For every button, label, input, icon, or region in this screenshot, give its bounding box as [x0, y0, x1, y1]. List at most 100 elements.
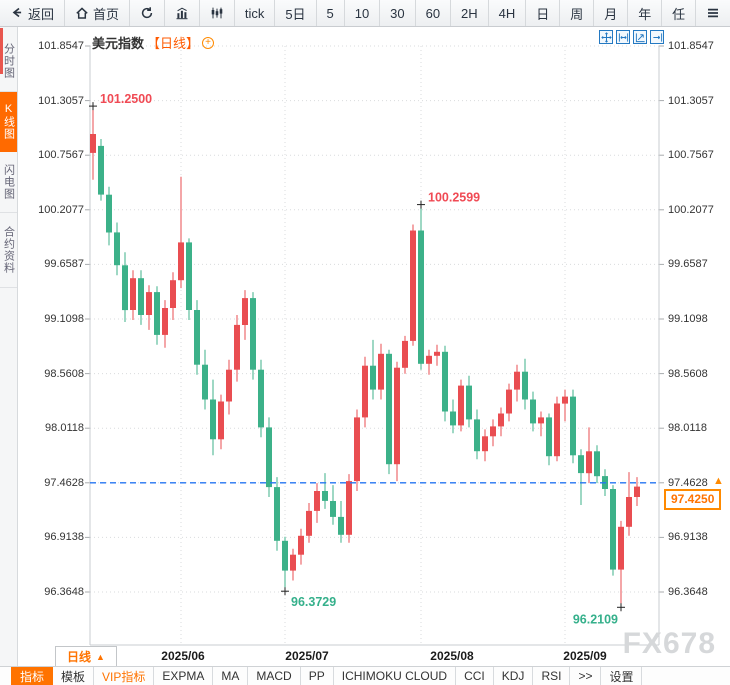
- price-tick-label-left: 101.8547: [38, 40, 84, 52]
- indicator-tab-EXPMA[interactable]: EXPMA: [154, 667, 214, 685]
- toolbar-button-返回[interactable]: 返回: [0, 0, 65, 26]
- price-tick-label-left: 100.7567: [38, 149, 84, 162]
- svg-text:96.2109: 96.2109: [573, 612, 618, 626]
- indicator-tab-MA[interactable]: MA: [213, 667, 249, 685]
- top-toolbar: 返回 首页 tick 5日 5 10 30 60 2H 4H 日 周 月 年 任: [0, 0, 730, 27]
- chart-title: 美元指数 【日线】 +: [92, 33, 215, 52]
- svg-text:100.2599: 100.2599: [428, 191, 480, 205]
- period-label: 【日线】: [147, 36, 200, 51]
- candlestick-chart[interactable]: 101.2500 100.2599 96.3729 96.2109: [18, 27, 730, 666]
- candles: [90, 106, 640, 608]
- pan-icon[interactable]: [599, 30, 613, 44]
- indicator-tab-指标[interactable]: 指标: [11, 667, 54, 685]
- sidebar-tab-分时图[interactable]: 分时图: [0, 30, 17, 92]
- toolbar-button-月[interactable]: 月: [594, 0, 629, 26]
- toolbar-button-label: 日: [536, 6, 550, 22]
- indicator-tab-CCI[interactable]: CCI: [456, 667, 494, 685]
- indicator-toolbar: 指标 模板 VIP指标 EXPMA MA MACD PP ICHIMOKU CLOUD CCI K…: [0, 666, 730, 685]
- month-label: 2025/08: [430, 649, 474, 663]
- period-selector-label: 日线: [67, 650, 92, 664]
- toolbar-button-label: 任: [672, 6, 686, 22]
- toolbar-button-label: 5日: [285, 6, 306, 22]
- toolbar-button-tick[interactable]: tick: [235, 0, 276, 26]
- price-annotations: 101.2500 100.2599 96.3729 96.2109: [89, 92, 625, 626]
- svg-text:96.3729: 96.3729: [291, 595, 336, 609]
- toolbar-button-任[interactable]: 任: [662, 0, 697, 26]
- toolbar-button-label: 返回: [27, 6, 54, 22]
- toolbar-button-label: 4H: [498, 5, 516, 21]
- candlestick-button[interactable]: [200, 0, 235, 26]
- toolbar-button-label: 年: [638, 6, 652, 22]
- toolbar-button-5日[interactable]: 5日: [275, 0, 317, 26]
- back-arrow-icon: [10, 6, 24, 20]
- price-tick-label-left: 98.0118: [45, 422, 84, 435]
- price-tick-label-left: 99.1098: [44, 312, 84, 325]
- toolbar-button-label: 30: [390, 5, 405, 21]
- toolbar-button-日[interactable]: 日: [526, 0, 561, 26]
- price-tick-label-right: 98.0118: [668, 422, 707, 435]
- indicator-tab-RSI[interactable]: RSI: [533, 667, 571, 685]
- price-tick-label-right: 99.1098: [668, 312, 708, 325]
- refresh-button[interactable]: [130, 0, 165, 26]
- toolbar-button-label: 5: [326, 5, 334, 21]
- price-tick-label-left: 96.3648: [44, 586, 84, 598]
- month-label: 2025/06: [161, 649, 205, 663]
- sidebar-tab-合约资料[interactable]: 合约资料: [0, 213, 17, 288]
- indicator-tab-MACD[interactable]: MACD: [248, 667, 301, 685]
- candlestick-chart-canvas[interactable]: 101.2500 100.2599 96.3729 96.2109 美元指数 【日线】…: [18, 27, 730, 667]
- indicator-tab-VIP指标[interactable]: VIP指标: [94, 667, 155, 685]
- price-tick-label-left: 100.2077: [38, 203, 84, 216]
- toolbar-button-label: 首页: [92, 6, 119, 22]
- sidebar-tab-K线图[interactable]: K线图: [0, 92, 17, 152]
- zoom-x-icon[interactable]: [616, 30, 630, 44]
- menu-button[interactable]: [696, 0, 730, 26]
- indicator-tab->>[interactable]: >>: [570, 667, 602, 685]
- candlestick-icon: [210, 6, 224, 20]
- chart-type-sidebar: 分时图 K线图 闪电图 合约资料: [0, 27, 18, 666]
- price-up-arrow-icon: ▲: [713, 474, 724, 487]
- price-tick-label-right: 97.4628: [668, 476, 708, 489]
- period-selector-button[interactable]: 日线 ▲: [55, 646, 117, 667]
- price-tick-label-right: 101.8547: [668, 40, 714, 52]
- toolbar-button-label: 2H: [461, 5, 478, 21]
- toolbar-button-label: 周: [570, 6, 584, 22]
- svg-text:101.2500: 101.2500: [100, 92, 152, 106]
- watermark: FX678: [622, 627, 716, 660]
- toolbar-button-30[interactable]: 30: [380, 0, 416, 26]
- toolbar-button-首页[interactable]: 首页: [65, 0, 130, 26]
- toolbar-button-2H[interactable]: 2H: [451, 0, 489, 26]
- month-label: 2025/09: [563, 649, 607, 663]
- bar-chart-button[interactable]: [165, 0, 200, 26]
- indicator-tab-模板[interactable]: 模板: [53, 667, 95, 685]
- toolbar-button-60[interactable]: 60: [416, 0, 452, 26]
- price-tick-label-right: 100.7567: [668, 149, 714, 162]
- price-tick-label-left: 96.9138: [44, 531, 84, 544]
- price-tick-label-right: 96.3648: [668, 586, 708, 598]
- chevron-up-icon: ▲: [96, 651, 105, 662]
- toolbar-button-5[interactable]: 5: [317, 0, 345, 26]
- indicator-tab-ICHIMOKU CLOUD[interactable]: ICHIMOKU CLOUD: [334, 667, 457, 685]
- price-tick-label-left: 101.3057: [38, 94, 84, 107]
- refresh-icon: [140, 6, 154, 20]
- toolbar-button-10[interactable]: 10: [345, 0, 381, 26]
- goto-latest-icon[interactable]: [650, 30, 664, 44]
- menu-icon: [706, 6, 720, 20]
- home-icon: [75, 6, 89, 20]
- price-axis-right: 101.8547 101.3057 100.7567 100.2077 99.6587 9…: [668, 27, 730, 666]
- toolbar-button-周[interactable]: 周: [560, 0, 595, 26]
- toolbar-button-label: 月: [604, 6, 618, 22]
- indicator-tab-设置[interactable]: 设置: [601, 667, 643, 685]
- toolbar-button-4H[interactable]: 4H: [489, 0, 527, 26]
- toolbar-button-年[interactable]: 年: [628, 0, 663, 26]
- indicator-tab-PP[interactable]: PP: [301, 667, 334, 685]
- add-overlay-icon[interactable]: +: [202, 36, 215, 49]
- price-tick-label-left: 97.4628: [44, 476, 84, 489]
- zoom-fit-icon[interactable]: [633, 30, 647, 44]
- price-tick-label-left: 98.5608: [44, 367, 84, 380]
- toolbar-button-label: 60: [425, 5, 441, 21]
- price-tick-label-right: 99.6587: [668, 258, 708, 271]
- indicator-tab-KDJ[interactable]: KDJ: [494, 667, 534, 685]
- sidebar-tab-闪电图[interactable]: 闪电图: [0, 152, 17, 213]
- price-axis-left: 101.8547 101.3057 100.7567 100.2077 99.6587 9…: [18, 27, 84, 666]
- price-tick-label-right: 98.5608: [668, 367, 708, 380]
